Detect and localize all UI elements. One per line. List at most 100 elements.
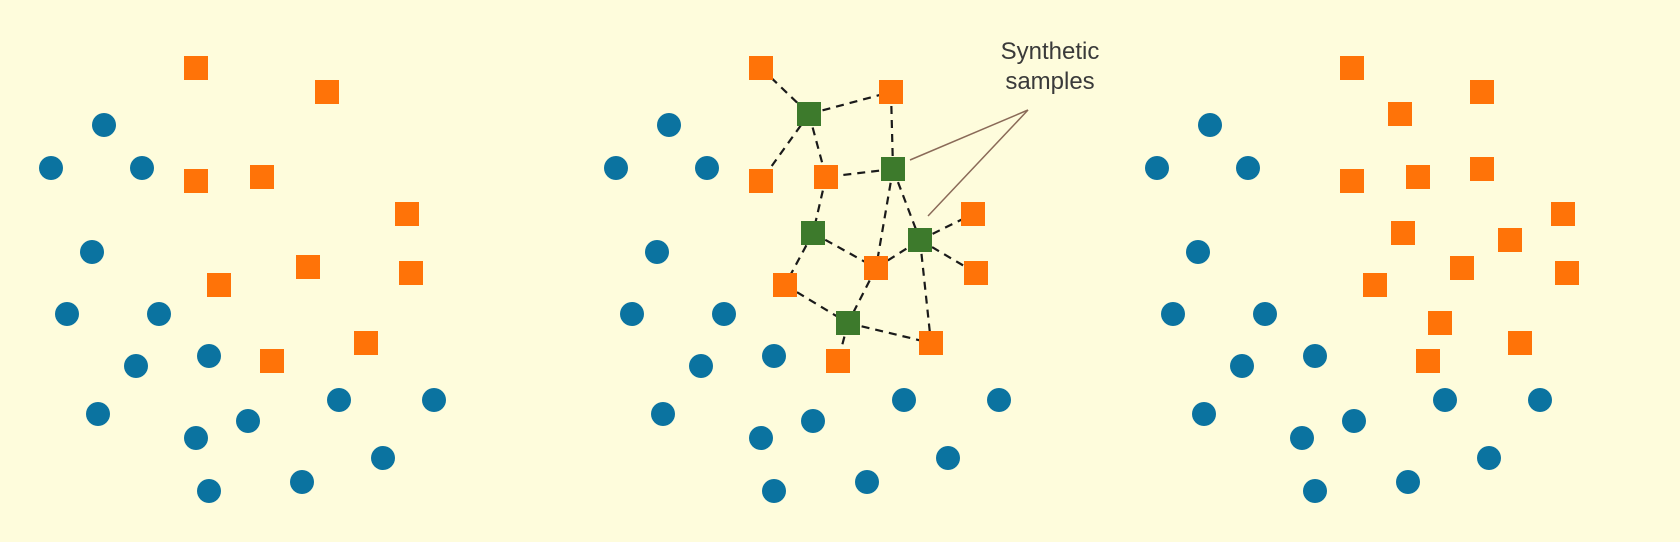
panel-original-data	[39, 56, 446, 503]
minority-point	[814, 165, 838, 189]
minority-point	[879, 80, 903, 104]
synthetic-point	[836, 311, 860, 335]
minority-point	[919, 331, 943, 355]
majority-point	[1230, 354, 1254, 378]
majority-point	[855, 470, 879, 494]
minority-point	[1470, 80, 1494, 104]
majority-point	[892, 388, 916, 412]
majority-point	[422, 388, 446, 412]
neighbor-link	[807, 113, 828, 178]
synthetic-point	[881, 157, 905, 181]
majority-point	[749, 426, 773, 450]
neighbor-link	[874, 168, 895, 269]
minority-point	[1340, 56, 1364, 80]
neighbor-link	[918, 239, 933, 344]
minority-point	[1508, 331, 1532, 355]
neighbor-links	[760, 67, 977, 362]
minority-point	[184, 56, 208, 80]
majority-point	[1192, 402, 1216, 426]
minority-point	[354, 331, 378, 355]
minority-point	[1498, 228, 1522, 252]
majority-point	[1477, 446, 1501, 470]
minority-point	[864, 256, 888, 280]
majority-point	[327, 388, 351, 412]
majority-point	[1290, 426, 1314, 450]
synthetic-point	[801, 221, 825, 245]
minority-point	[826, 349, 850, 373]
minority-point	[207, 273, 231, 297]
majority-point	[1186, 240, 1210, 264]
majority-point	[86, 402, 110, 426]
minority-point	[749, 56, 773, 80]
panel-synthetic-generation	[604, 56, 1029, 503]
minority-point	[315, 80, 339, 104]
majority-point	[147, 302, 171, 326]
majority-point	[1396, 470, 1420, 494]
neighbor-link	[808, 90, 892, 116]
majority-point	[604, 156, 628, 180]
majority-point	[645, 240, 669, 264]
neighbor-link	[847, 321, 932, 345]
neighbor-link	[760, 67, 810, 115]
majority-point	[689, 354, 713, 378]
majority-point	[620, 302, 644, 326]
majority-point	[55, 302, 79, 326]
majority-point	[801, 409, 825, 433]
majority-point	[1342, 409, 1366, 433]
minority-point	[1470, 157, 1494, 181]
minority-point	[1416, 349, 1440, 373]
majority-point	[371, 446, 395, 470]
majority-point	[936, 446, 960, 470]
callout-line	[927, 109, 1029, 217]
minority-point	[184, 169, 208, 193]
majority-point	[695, 156, 719, 180]
minority-point	[260, 349, 284, 373]
synthetic-samples-label: Synthetic samples	[975, 37, 1125, 97]
synthetic-point	[908, 228, 932, 252]
neighbor-link	[847, 267, 877, 324]
label-line-2: samples	[1005, 68, 1095, 95]
minority-point	[773, 273, 797, 297]
minority-point	[250, 165, 274, 189]
minority-point	[1428, 311, 1452, 335]
majority-point	[1253, 302, 1277, 326]
minority-point	[296, 255, 320, 279]
majority-point	[712, 302, 736, 326]
majority-point	[197, 344, 221, 368]
majority-point	[184, 426, 208, 450]
majority-point	[1303, 344, 1327, 368]
minority-point	[399, 261, 423, 285]
minority-point	[1551, 202, 1575, 226]
majority-point	[1528, 388, 1552, 412]
minority-point	[961, 202, 985, 226]
minority-point	[1391, 221, 1415, 245]
majority-point	[651, 402, 675, 426]
callout-lines	[909, 109, 1029, 217]
majority-point	[1161, 302, 1185, 326]
minority-point	[749, 169, 773, 193]
minority-point	[1450, 256, 1474, 280]
minority-point	[1555, 261, 1579, 285]
majority-point	[124, 354, 148, 378]
callout-line	[909, 109, 1029, 161]
majority-point	[987, 388, 1011, 412]
synthetic-point	[797, 102, 821, 126]
minority-point	[1363, 273, 1387, 297]
majority-point	[290, 470, 314, 494]
majority-point	[1198, 113, 1222, 137]
majority-point	[762, 344, 786, 368]
majority-point	[1303, 479, 1327, 503]
middle-points	[604, 56, 1011, 503]
minority-point	[964, 261, 988, 285]
panel-oversampled-data	[1145, 56, 1579, 503]
minority-point	[1388, 102, 1412, 126]
minority-point	[1340, 169, 1364, 193]
majority-point	[236, 409, 260, 433]
majority-point	[197, 479, 221, 503]
minority-point	[395, 202, 419, 226]
majority-point	[1433, 388, 1457, 412]
majority-point	[39, 156, 63, 180]
minority-point	[1406, 165, 1430, 189]
